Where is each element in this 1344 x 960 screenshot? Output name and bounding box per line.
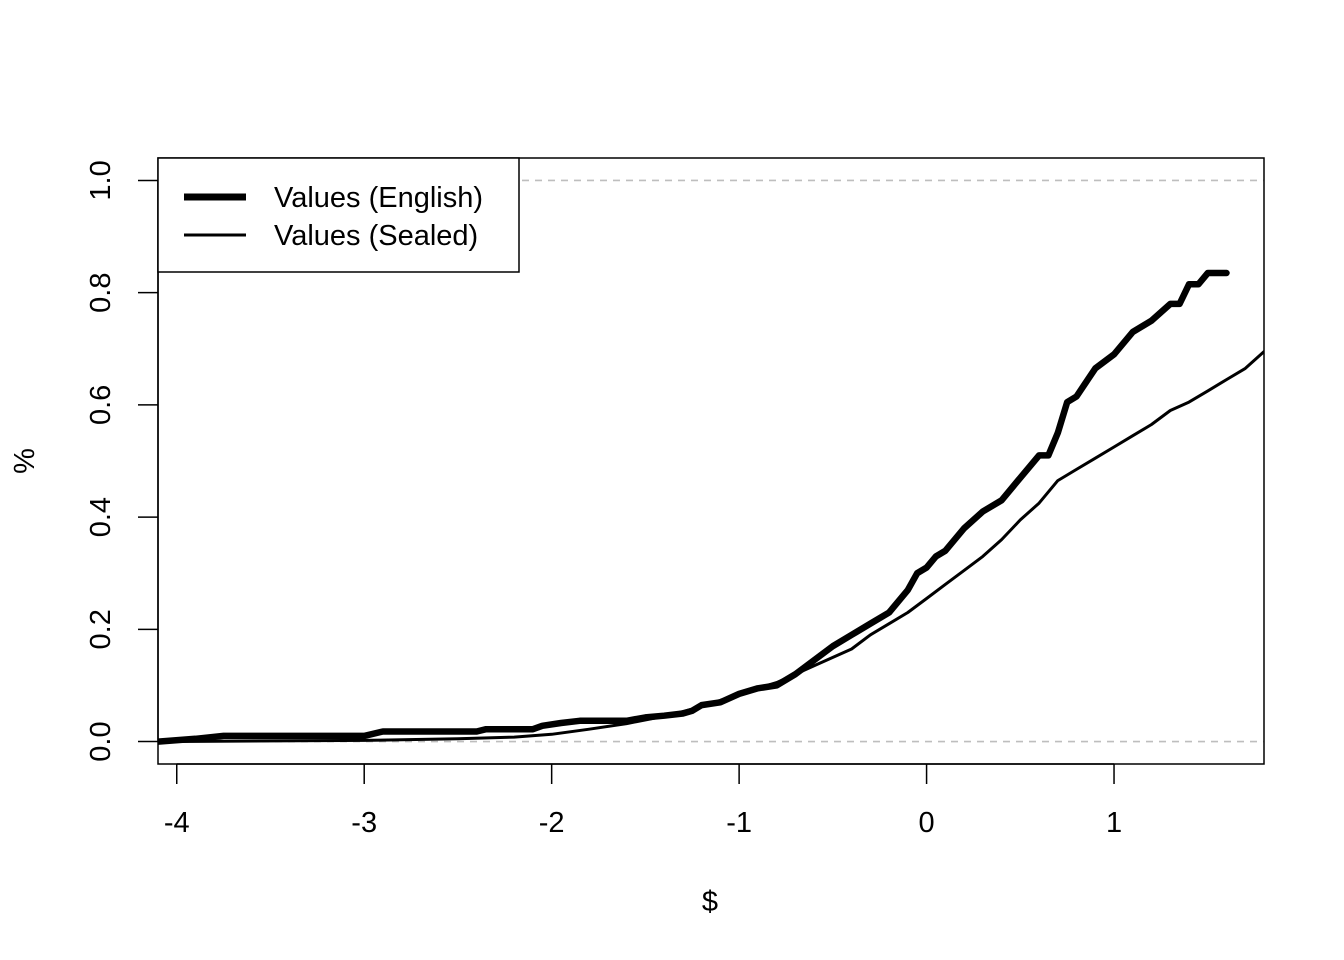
x-tick-label: 1 — [1106, 807, 1122, 839]
y-tick-label: 0.6 — [85, 385, 117, 425]
x-tick-label: -1 — [726, 807, 752, 839]
x-tick-label: -2 — [539, 807, 565, 839]
x-axis: -4 -3 -2 -1 0 1 — [164, 763, 1122, 839]
y-tick-label: 0.8 — [85, 273, 117, 313]
y-tick-label: 0.4 — [85, 497, 117, 537]
series-line-sealed — [158, 350, 1264, 744]
x-tick-label: -3 — [351, 807, 377, 839]
y-tick-label: 1.0 — [85, 160, 117, 200]
legend: Values (English) Values (Sealed) — [157, 157, 520, 273]
series-layer — [158, 269, 1264, 745]
y-axis-label: % — [9, 448, 41, 474]
legend-label-sealed: Values (Sealed) — [274, 220, 478, 252]
x-tick-label: -4 — [164, 807, 190, 839]
x-tick-label: 0 — [919, 807, 935, 839]
y-tick-label: 0.0 — [85, 721, 117, 761]
y-tick-label: 0.2 — [85, 609, 117, 649]
series-line-english — [158, 269, 1230, 745]
y-axis: 0.0 0.2 0.4 0.6 0.8 1.0 — [85, 160, 159, 762]
legend-label-english: Values (English) — [274, 182, 483, 214]
x-axis-label: $ — [702, 886, 718, 918]
legend-box — [157, 157, 520, 273]
